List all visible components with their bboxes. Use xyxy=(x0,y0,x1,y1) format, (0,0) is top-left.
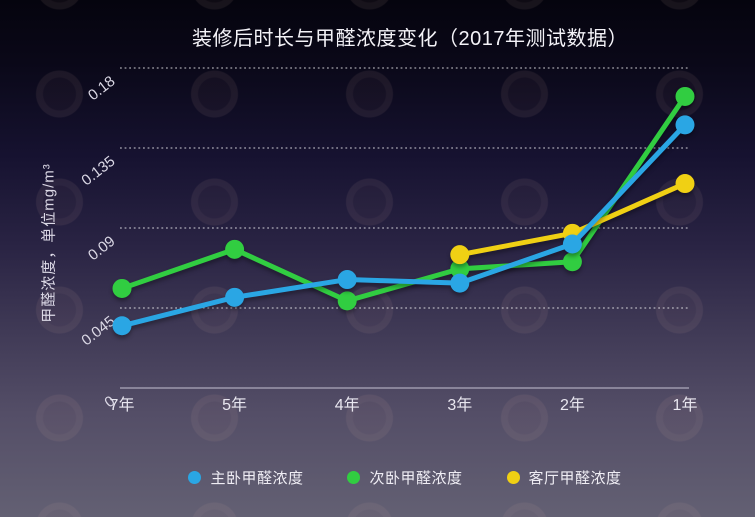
data-point xyxy=(675,174,695,194)
legend-dot-icon xyxy=(188,471,202,484)
data-point xyxy=(450,245,470,265)
legend-dot-icon xyxy=(347,471,361,484)
data-point xyxy=(450,273,470,293)
y-tick-label: 0.18 xyxy=(85,73,118,104)
legend-item: 主卧甲醛浓度 xyxy=(188,467,303,488)
x-tick-label: 3年 xyxy=(447,396,472,414)
data-point xyxy=(225,239,245,259)
data-point xyxy=(112,278,132,298)
data-point xyxy=(562,252,582,272)
y-tick-label: 0.045 xyxy=(78,313,118,350)
series-line xyxy=(119,122,688,329)
data-point xyxy=(450,259,470,279)
data-point xyxy=(337,291,357,311)
y-tick-label: 0.135 xyxy=(78,153,118,190)
legend-item: 客厅甲醛浓度 xyxy=(506,467,622,488)
x-tick-label: 4年 xyxy=(335,396,360,414)
legend-dot-icon xyxy=(506,471,520,484)
x-tick-label: 1年 xyxy=(673,396,698,414)
series-主卧甲醛浓度 xyxy=(112,115,695,336)
x-tick-label: 2年 xyxy=(560,396,585,414)
legend-label: 主卧甲醛浓度 xyxy=(210,470,304,487)
series-客厅甲醛浓度 xyxy=(450,174,695,265)
legend-label: 客厅甲醛浓度 xyxy=(528,470,622,487)
x-tick-label: 7年 xyxy=(110,396,135,414)
data-point xyxy=(337,270,357,290)
chart-title: 装修后时长与甲醛浓度变化（2017年测试数据） xyxy=(192,28,628,50)
data-point xyxy=(675,86,695,106)
series-次卧甲醛浓度 xyxy=(112,86,695,311)
legend-label: 次卧甲醛浓度 xyxy=(369,470,463,487)
data-point xyxy=(112,316,132,336)
series-line xyxy=(119,93,688,304)
data-point xyxy=(675,115,695,135)
legend-item: 次卧甲醛浓度 xyxy=(347,467,462,488)
data-point xyxy=(562,234,582,254)
legend: 主卧甲醛浓度 次卧甲醛浓度 客厅甲醛浓度 xyxy=(120,467,690,488)
data-point xyxy=(225,287,245,307)
x-tick-label: 5年 xyxy=(222,396,247,414)
y-tick-label: 0.09 xyxy=(85,233,118,264)
